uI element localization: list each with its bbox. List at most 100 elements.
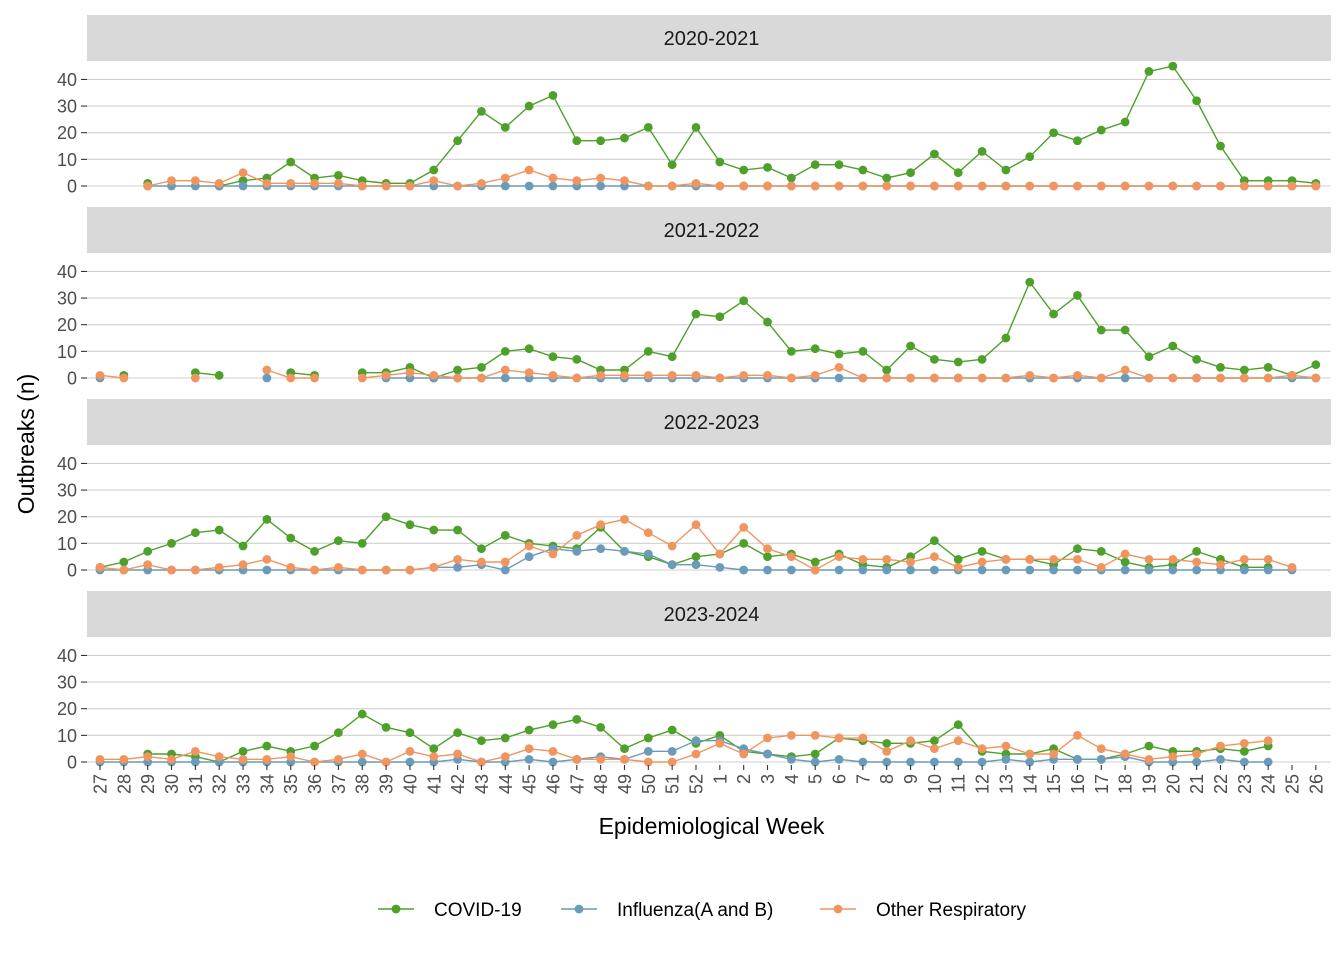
data-point bbox=[930, 744, 939, 754]
data-point bbox=[1096, 546, 1106, 556]
data-point bbox=[834, 362, 844, 372]
data-point bbox=[596, 173, 606, 183]
y-tick-label: 30 bbox=[57, 97, 77, 117]
series-COVID-19 bbox=[119, 277, 1321, 383]
data-point bbox=[763, 181, 772, 191]
data-point bbox=[1287, 562, 1297, 572]
x-tick-label: 4 bbox=[782, 774, 802, 784]
data-point bbox=[262, 754, 272, 764]
x-tick-label: 41 bbox=[424, 774, 444, 794]
panel-strip bbox=[87, 207, 1331, 253]
data-point bbox=[1239, 757, 1249, 767]
y-tick-label: 0 bbox=[67, 369, 77, 389]
data-point bbox=[691, 122, 701, 132]
data-point bbox=[453, 562, 462, 572]
data-point bbox=[405, 368, 415, 378]
x-tick-label: 21 bbox=[1187, 774, 1207, 794]
data-point bbox=[1216, 754, 1225, 764]
y-tick-label: 20 bbox=[57, 699, 77, 719]
data-point bbox=[1239, 181, 1249, 191]
data-point bbox=[286, 533, 296, 543]
data-point bbox=[1001, 565, 1011, 575]
legend-key-point bbox=[574, 904, 584, 914]
data-point bbox=[286, 562, 296, 572]
y-tick-label: 0 bbox=[67, 753, 77, 773]
data-point bbox=[500, 181, 510, 191]
data-point bbox=[1144, 352, 1154, 362]
data-point bbox=[310, 373, 319, 383]
data-point bbox=[620, 370, 629, 380]
y-tick-label: 40 bbox=[57, 262, 77, 282]
data-point bbox=[453, 525, 462, 535]
data-point bbox=[786, 754, 796, 764]
legend-key-point bbox=[391, 904, 401, 914]
data-point bbox=[190, 746, 200, 756]
data-point bbox=[643, 733, 653, 743]
x-tick-label: 30 bbox=[162, 774, 182, 794]
data-point bbox=[977, 181, 987, 191]
data-point bbox=[739, 296, 749, 306]
data-point bbox=[262, 514, 272, 524]
data-point bbox=[310, 178, 319, 188]
data-point bbox=[357, 538, 367, 548]
data-point bbox=[1120, 749, 1130, 759]
x-tick-label: 39 bbox=[377, 774, 397, 794]
data-point bbox=[143, 546, 153, 556]
series-line bbox=[147, 169, 1316, 187]
legend-label: COVID-19 bbox=[434, 900, 522, 921]
data-point bbox=[977, 546, 987, 556]
data-point bbox=[1096, 181, 1106, 191]
y-tick-label: 30 bbox=[57, 289, 77, 309]
legend-key-point bbox=[833, 904, 843, 914]
data-point bbox=[286, 752, 296, 762]
data-point bbox=[310, 757, 319, 767]
data-point bbox=[524, 368, 534, 378]
y-tick-label: 0 bbox=[67, 561, 77, 581]
x-tick-label: 28 bbox=[114, 774, 134, 794]
data-point bbox=[524, 541, 534, 551]
data-point bbox=[1192, 749, 1202, 759]
data-point bbox=[572, 754, 582, 764]
data-point bbox=[405, 181, 415, 191]
data-point bbox=[643, 181, 653, 191]
data-point bbox=[1168, 61, 1178, 71]
data-point bbox=[930, 373, 939, 383]
data-point bbox=[262, 565, 272, 575]
data-point bbox=[167, 565, 176, 575]
data-point bbox=[977, 565, 987, 575]
data-point bbox=[1073, 565, 1082, 575]
data-point bbox=[477, 107, 486, 116]
data-point bbox=[453, 749, 462, 759]
data-point bbox=[1216, 373, 1225, 383]
x-tick-label: 5 bbox=[806, 774, 826, 784]
data-point bbox=[882, 757, 892, 767]
data-point bbox=[262, 373, 272, 383]
data-point bbox=[667, 541, 677, 551]
data-point bbox=[882, 746, 892, 756]
x-tick-label: 50 bbox=[639, 774, 659, 794]
x-tick-label: 23 bbox=[1235, 774, 1255, 794]
x-tick-label: 6 bbox=[830, 774, 850, 784]
data-point bbox=[739, 165, 749, 175]
data-point bbox=[667, 160, 677, 170]
x-tick-label: 9 bbox=[901, 774, 921, 784]
x-tick-label: 3 bbox=[758, 774, 778, 784]
data-point bbox=[1168, 752, 1178, 762]
data-point bbox=[1263, 554, 1273, 564]
data-point bbox=[357, 757, 367, 767]
data-point bbox=[763, 370, 772, 380]
data-point bbox=[119, 565, 129, 575]
x-tick-label: 29 bbox=[138, 774, 158, 794]
panel-title: 2022-2023 bbox=[664, 412, 760, 434]
data-point bbox=[1049, 373, 1058, 383]
data-point bbox=[405, 757, 415, 767]
y-tick-label: 10 bbox=[57, 726, 77, 746]
data-point bbox=[453, 136, 462, 146]
data-point bbox=[810, 757, 820, 767]
data-point bbox=[1096, 325, 1106, 335]
data-point bbox=[715, 312, 725, 322]
x-tick-label: 24 bbox=[1259, 774, 1279, 794]
data-point bbox=[786, 173, 796, 183]
data-point bbox=[1144, 554, 1154, 564]
data-point bbox=[1168, 554, 1178, 564]
